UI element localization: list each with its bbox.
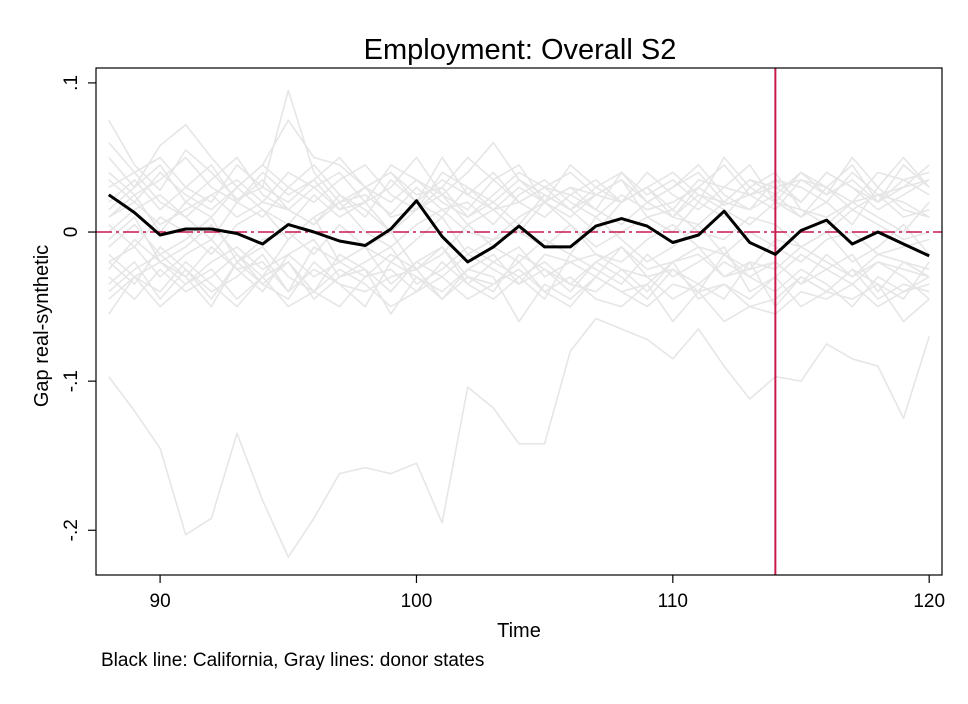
donor-series-line-20	[108, 253, 930, 308]
chart-title: Employment: Overall S2	[364, 34, 677, 66]
x-axis-label: Time	[497, 620, 541, 642]
donor-series-line-1	[108, 317, 930, 558]
x-axis: 90 100 110 120	[150, 575, 945, 612]
donor-series-line-18	[108, 238, 930, 300]
donor-series-line-24	[108, 246, 930, 300]
donor-series-line-19	[108, 142, 930, 203]
x-tick-label: 100	[401, 591, 433, 612]
donor-series-line-6	[108, 156, 930, 218]
plot-area-frame	[95, 67, 943, 576]
y-axis: .1 0 -.1 -.2	[61, 75, 96, 541]
x-tick-label: 110	[658, 591, 688, 612]
x-tick-label: 90	[150, 591, 171, 612]
y-tick-label: -.1	[61, 370, 82, 392]
treated-series-group	[107, 193, 930, 264]
y-axis-label: Gap real-synthetic	[31, 245, 53, 407]
y-tick-label: 0	[61, 227, 82, 238]
donor-series-group	[108, 89, 930, 558]
donor-series-line-15	[108, 261, 930, 308]
y-tick-label: .1	[61, 75, 82, 91]
donor-series-line-22	[108, 216, 930, 278]
donor-series-line-23	[108, 164, 930, 211]
donor-series-line-3	[108, 261, 930, 323]
x-tick-label: 120	[913, 591, 945, 612]
treated-series-line	[107, 193, 930, 264]
donor-series-line-17	[108, 156, 930, 211]
donor-series-line-10	[108, 164, 930, 218]
y-tick-label: -.2	[61, 519, 82, 541]
chart-note: Black line: California, Gray lines: dono…	[101, 650, 485, 671]
